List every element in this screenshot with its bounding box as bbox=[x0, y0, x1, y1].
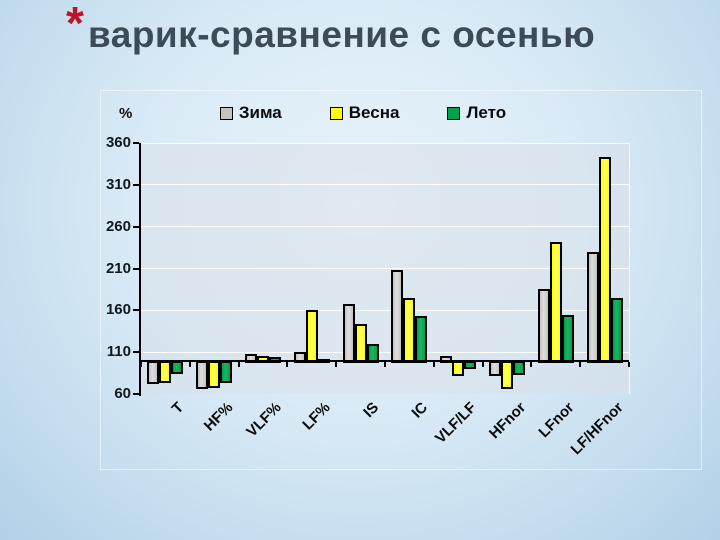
x-axis-tick bbox=[432, 361, 435, 367]
y-tick-label: 310 bbox=[105, 175, 131, 193]
x-category-label: LFnor bbox=[535, 399, 578, 442]
chart-legend: Зима Весна Лето bbox=[101, 103, 701, 123]
gridline bbox=[141, 309, 629, 311]
x-category-label: HFnor bbox=[485, 399, 530, 443]
bar bbox=[513, 360, 525, 376]
y-axis-tick bbox=[133, 142, 139, 144]
legend-item: Лето bbox=[447, 103, 506, 123]
x-category-label: VLF% bbox=[243, 399, 286, 441]
gridline bbox=[141, 142, 629, 144]
y-tick-label: 260 bbox=[105, 217, 131, 235]
legend-label: Весна bbox=[348, 103, 400, 122]
bar bbox=[354, 323, 367, 363]
x-axis-tick bbox=[237, 361, 240, 367]
bar bbox=[208, 360, 221, 388]
x-axis-tick bbox=[530, 361, 533, 367]
legend-color-swatch bbox=[219, 106, 233, 120]
y-axis-tick bbox=[133, 309, 139, 312]
y-axis-line bbox=[139, 143, 141, 396]
y-axis-tick bbox=[133, 183, 139, 186]
x-category-label: IS bbox=[360, 399, 383, 422]
bar bbox=[171, 360, 184, 375]
bar bbox=[415, 316, 428, 363]
bar bbox=[403, 297, 416, 363]
bar bbox=[159, 360, 172, 383]
bar bbox=[391, 270, 404, 363]
x-category-label: T bbox=[168, 399, 188, 418]
bar bbox=[561, 315, 574, 363]
legend-color-swatch bbox=[329, 106, 343, 120]
y-tick-label: 110 bbox=[106, 343, 131, 361]
y-tick-label: 210 bbox=[105, 259, 131, 277]
bar bbox=[220, 360, 233, 383]
x-axis-tick bbox=[188, 361, 191, 367]
y-tick-label: 160 bbox=[105, 301, 131, 319]
x-axis-tick bbox=[140, 361, 142, 367]
gridline bbox=[141, 351, 629, 353]
bar bbox=[464, 360, 477, 370]
x-category-label: VLF/LF bbox=[432, 399, 481, 447]
x-category-label: LF% bbox=[299, 399, 334, 434]
bar bbox=[196, 360, 209, 390]
y-tick-label: 60 bbox=[114, 385, 131, 402]
bar bbox=[501, 360, 513, 390]
legend-item: Весна bbox=[329, 103, 400, 123]
bar bbox=[537, 289, 550, 363]
y-axis-tick bbox=[133, 393, 139, 395]
x-category-label: IC bbox=[408, 399, 432, 422]
gridline bbox=[141, 268, 629, 269]
chart: Зима Весна Лето % 60 110 160 210 260 310 360 T HF%… bbox=[100, 90, 702, 470]
x-axis-line bbox=[141, 359, 629, 362]
x-axis-tick bbox=[286, 361, 289, 367]
plot-area: 60 110 160 210 260 310 360 T HF% VLF% LF% IS IC VLF/L… bbox=[106, 134, 630, 458]
y-axis-unit-label: % bbox=[119, 105, 133, 122]
legend-label: Лето bbox=[466, 103, 507, 122]
x-category-label: LF/HFnor bbox=[567, 399, 627, 459]
legend-item: Зима bbox=[219, 103, 282, 123]
bar bbox=[549, 241, 562, 363]
bar bbox=[610, 297, 623, 363]
y-tick-label: 360 bbox=[105, 134, 131, 151]
bar bbox=[452, 360, 465, 376]
x-axis-tick bbox=[579, 361, 582, 367]
legend-label: Зима bbox=[238, 103, 282, 122]
x-axis-tick bbox=[481, 361, 484, 367]
bar bbox=[245, 353, 257, 363]
x-axis-tick bbox=[628, 361, 630, 367]
bar bbox=[342, 303, 355, 363]
bar bbox=[586, 251, 599, 363]
gridline bbox=[141, 226, 629, 228]
y-axis-tick bbox=[133, 351, 139, 354]
page-title: варик-сравнение с осенью bbox=[88, 14, 596, 55]
x-axis-tick bbox=[384, 361, 386, 367]
x-category-label: HF% bbox=[200, 399, 237, 435]
gridline bbox=[141, 184, 629, 186]
title-asterisk-marker: * bbox=[66, 0, 84, 49]
bar bbox=[598, 157, 611, 363]
bar bbox=[489, 360, 501, 376]
bar bbox=[147, 360, 160, 385]
legend-color-swatch bbox=[447, 106, 461, 120]
y-axis-tick bbox=[133, 225, 139, 228]
bar bbox=[305, 310, 318, 363]
y-axis-tick bbox=[133, 267, 139, 270]
x-axis-tick bbox=[335, 361, 338, 367]
